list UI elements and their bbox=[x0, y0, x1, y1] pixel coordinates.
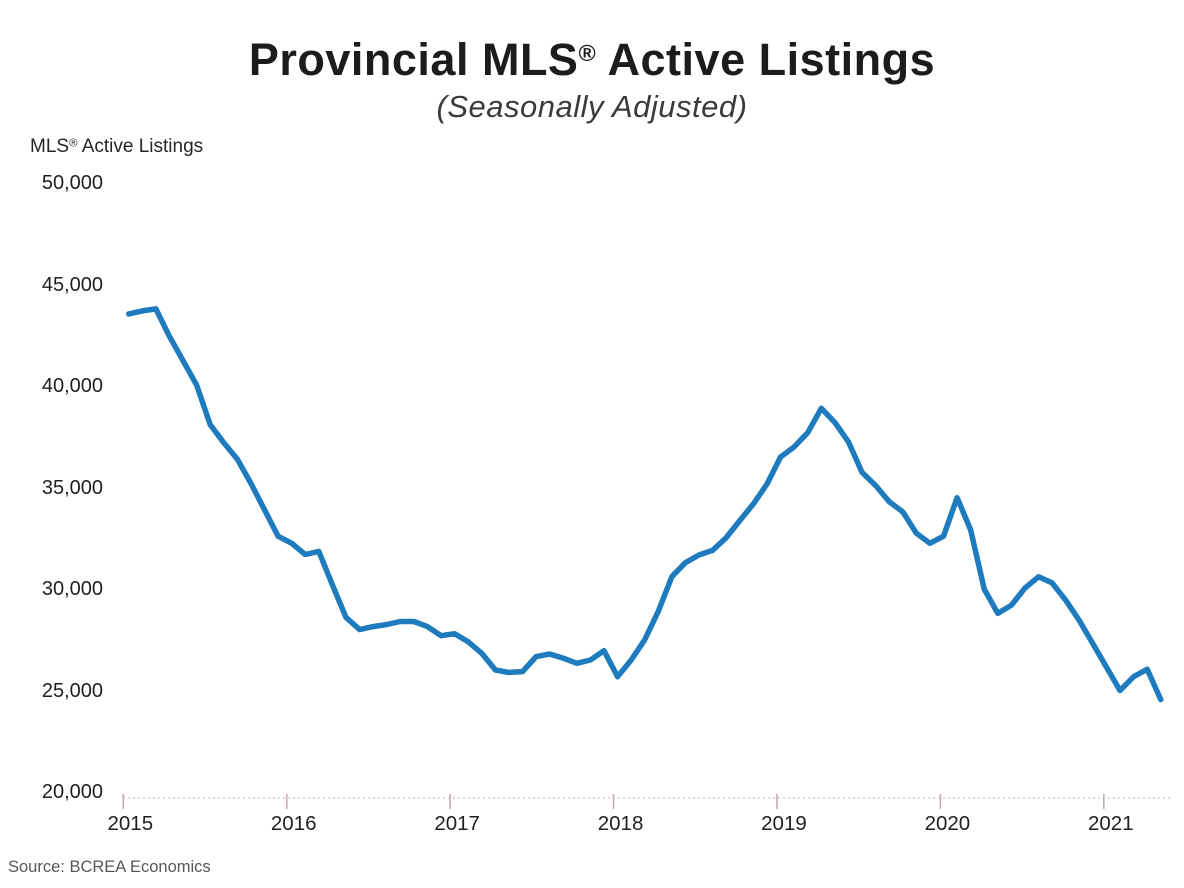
y-axis-tick-label: 20,000 bbox=[41, 781, 103, 803]
y-axis-title-text: MLS bbox=[30, 136, 70, 157]
y-axis-tick-label: 25,000 bbox=[41, 679, 103, 702]
x-axis-tick-label: 2016 bbox=[270, 812, 317, 835]
x-axis-tick-label: 2018 bbox=[597, 812, 644, 835]
source-note: Source: BCREA Economics bbox=[8, 858, 211, 876]
registered-trademark-icon: ® bbox=[578, 39, 597, 66]
x-axis-tick-label: 2017 bbox=[434, 812, 480, 835]
chart-subtitle: (Seasonally Adjusted) bbox=[436, 89, 748, 124]
y-axis-tick-label: 30,000 bbox=[41, 578, 103, 600]
y-axis-title-text-2: Active Listings bbox=[77, 136, 204, 157]
x-axis-tick-label: 2019 bbox=[761, 812, 807, 835]
x-axis-group bbox=[122, 794, 1171, 809]
data-line-series bbox=[125, 306, 1164, 703]
chart-title-text: Provincial MLS bbox=[248, 34, 579, 85]
registered-trademark-icon-small: ® bbox=[69, 137, 78, 150]
y-axis-tick-label: 50,000 bbox=[41, 172, 103, 194]
x-axis-tick-label: 2015 bbox=[107, 812, 154, 835]
y-axis-title: MLS® Active Listings bbox=[30, 136, 203, 158]
chart-title: Provincial MLS® Active Listings bbox=[0, 34, 1184, 86]
x-axis-tick-label: 2020 bbox=[924, 812, 971, 835]
chart-title-text-2: Active Listings bbox=[596, 34, 936, 85]
y-axis-tick-label: 35,000 bbox=[41, 476, 103, 499]
y-axis-tick-label: 40,000 bbox=[41, 375, 103, 397]
y-axis-tick-label: 45,000 bbox=[41, 273, 103, 296]
x-axis-tick-label: 2021 bbox=[1088, 812, 1134, 835]
